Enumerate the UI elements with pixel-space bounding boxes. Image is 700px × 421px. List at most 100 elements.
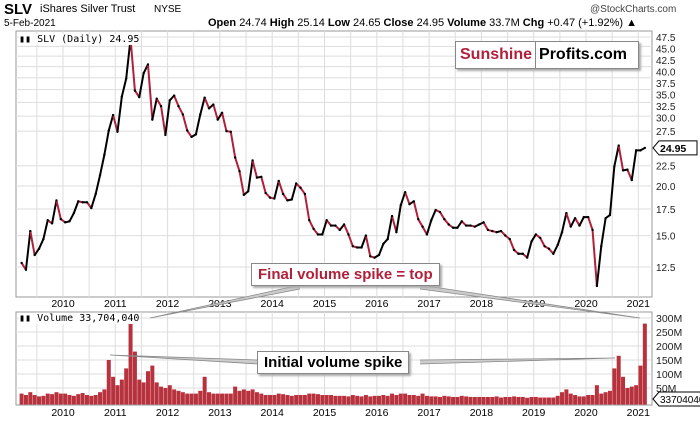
price-point — [42, 237, 45, 241]
volume-bar — [494, 396, 499, 405]
volume-bar — [102, 389, 107, 405]
price-segment — [107, 114, 115, 131]
volume-bar — [629, 386, 634, 405]
price-point — [194, 133, 198, 136]
price-point — [595, 284, 599, 288]
volume-bar — [250, 389, 255, 405]
volume-bar — [159, 386, 164, 405]
volume-bar — [76, 394, 81, 405]
price-point — [560, 230, 564, 234]
price-point — [264, 191, 267, 195]
volume-last-marker — [652, 391, 700, 407]
price-segment — [299, 187, 306, 195]
price-point — [460, 220, 463, 223]
volume-bar — [294, 395, 299, 405]
volume-bar — [603, 392, 608, 405]
volume-bar — [520, 396, 525, 405]
volume-bar — [137, 379, 142, 405]
price-point — [229, 130, 232, 133]
logo-text-a: Sunshine — [460, 46, 533, 63]
volume-bar — [246, 390, 251, 405]
open-value: 24.74 — [239, 17, 267, 29]
volume-bar — [429, 396, 434, 405]
volume-bar — [599, 393, 604, 405]
price-segment — [282, 193, 289, 201]
price-tick-label: 37.5 — [656, 79, 676, 90]
price-segment — [565, 212, 572, 227]
price-segment — [561, 212, 568, 233]
price-point — [233, 156, 237, 159]
price-point — [238, 169, 241, 173]
price-segment — [417, 218, 424, 228]
volume-x-tick-label: 2013 — [208, 407, 232, 419]
price-x-tick-label: 2014 — [261, 298, 285, 310]
price-segment — [391, 215, 398, 233]
price-point — [334, 224, 337, 227]
price-tick-label: 42.5 — [656, 56, 676, 67]
price-point — [634, 149, 638, 152]
price-point — [508, 237, 511, 241]
price-point — [68, 220, 71, 223]
bar-chart-icon: ▮▮ — [19, 313, 32, 324]
price-point — [59, 217, 63, 221]
price-point — [155, 97, 158, 100]
price-point — [425, 233, 429, 236]
price-segment — [90, 193, 97, 209]
volume-bar — [350, 395, 355, 405]
price-segment — [617, 145, 625, 171]
price-x-tick-label: 2016 — [365, 298, 389, 310]
price-segment — [364, 235, 372, 257]
price-point — [277, 179, 280, 183]
volume-x-tick-label: 2015 — [313, 407, 337, 419]
volume-bar — [276, 393, 281, 405]
price-segment — [539, 237, 546, 247]
low-value: 24.65 — [352, 17, 381, 29]
price-segment — [569, 217, 576, 228]
volume-bar — [416, 395, 421, 405]
price-segment — [425, 219, 433, 235]
volume-bar — [420, 393, 425, 405]
price-point — [220, 111, 224, 114]
price-tick-label: 47.5 — [656, 33, 676, 44]
quote-summary: Open 24.74 High 25.14 Low 24.65 Close 24… — [208, 17, 637, 29]
price-segment — [125, 38, 132, 79]
volume-bar — [263, 395, 268, 405]
volume-bar — [115, 385, 120, 405]
price-point — [94, 192, 97, 196]
volume-bar — [424, 395, 429, 405]
price-segment — [99, 154, 106, 176]
price-point — [456, 226, 459, 229]
volume-bar — [446, 396, 451, 405]
price-segment — [277, 180, 285, 195]
volume-bar — [333, 395, 338, 405]
price-segment — [129, 38, 136, 91]
volume-bar — [202, 376, 207, 405]
price-segment — [613, 145, 620, 167]
price-point — [203, 96, 206, 99]
price-segment — [55, 200, 62, 220]
price-point — [438, 210, 442, 214]
price-segment — [321, 219, 328, 235]
volume-bar — [560, 392, 565, 405]
high-value: 25.14 — [297, 17, 325, 29]
volume-bar — [189, 393, 194, 405]
price-segment — [456, 220, 463, 229]
price-point — [534, 233, 538, 236]
volume-bar — [67, 395, 72, 405]
stockcharts-watermark: @StockCharts.com — [590, 4, 677, 15]
callout-line — [109, 354, 259, 365]
price-point — [360, 246, 363, 249]
volume-tick-label: 250M — [656, 327, 682, 339]
volume-bar — [198, 390, 203, 405]
price-point — [377, 253, 381, 257]
price-point — [316, 233, 320, 236]
price-segment — [212, 104, 219, 120]
volume-bar — [124, 368, 129, 405]
close-value: 24.95 — [416, 17, 445, 29]
volume-bar — [302, 395, 307, 405]
price-segment — [578, 216, 585, 227]
price-point — [72, 211, 76, 215]
price-segment — [587, 216, 594, 231]
price-segment — [234, 157, 241, 172]
